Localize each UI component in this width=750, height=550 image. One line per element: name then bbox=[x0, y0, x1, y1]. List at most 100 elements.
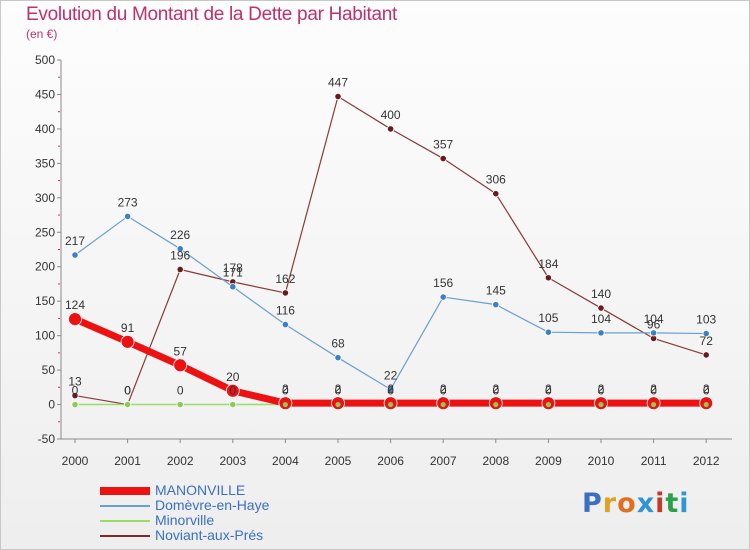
data-label: 2 bbox=[282, 382, 289, 396]
y-tick-label: 250 bbox=[35, 225, 55, 239]
data-label: 0 bbox=[492, 384, 499, 398]
data-point bbox=[386, 385, 395, 393]
x-tick-label: 2009 bbox=[535, 454, 562, 468]
data-point bbox=[492, 190, 500, 198]
x-tick-label: 2010 bbox=[588, 454, 615, 468]
data-point-overlay bbox=[651, 401, 657, 408]
data-label: 357 bbox=[433, 138, 453, 152]
data-point bbox=[71, 391, 79, 400]
logo-letter: t bbox=[665, 488, 680, 519]
data-point bbox=[281, 289, 289, 297]
data-label: 103 bbox=[696, 313, 716, 327]
data-label: 145 bbox=[486, 284, 506, 298]
data-label: 2 bbox=[598, 382, 605, 396]
data-point bbox=[334, 354, 342, 362]
data-label: 20 bbox=[226, 370, 240, 384]
data-label: 226 bbox=[170, 228, 190, 242]
data-label: 184 bbox=[538, 257, 558, 271]
legend-swatch bbox=[100, 534, 150, 537]
proxiti-logo: Proxiti bbox=[582, 488, 690, 519]
data-label: 2 bbox=[440, 382, 447, 396]
data-point-overlay bbox=[440, 401, 446, 408]
data-point bbox=[71, 251, 79, 259]
x-tick-label: 2008 bbox=[482, 454, 509, 468]
data-label: 0 bbox=[545, 384, 552, 398]
legend-label: MANONVILLE bbox=[155, 482, 246, 498]
data-label: 2 bbox=[492, 382, 499, 396]
data-point-overlay bbox=[703, 401, 709, 408]
data-label: 156 bbox=[433, 276, 453, 290]
data-label: 0 bbox=[703, 384, 710, 398]
data-label: 104 bbox=[644, 312, 664, 326]
x-tick-label: 2011 bbox=[641, 454, 667, 468]
logo-letter: o bbox=[617, 488, 637, 519]
data-point bbox=[281, 321, 289, 329]
x-tick-label: 2007 bbox=[430, 454, 457, 468]
data-point bbox=[124, 212, 132, 221]
legend-item: Domèvre-en-Haye bbox=[100, 498, 269, 513]
data-label: 2 bbox=[335, 382, 342, 396]
data-point bbox=[597, 329, 605, 337]
data-point bbox=[492, 301, 500, 309]
y-tick-label: 450 bbox=[35, 87, 55, 101]
data-label: 68 bbox=[331, 337, 345, 351]
data-point bbox=[176, 265, 184, 274]
data-point-overlay bbox=[388, 401, 394, 408]
series-points bbox=[68, 92, 714, 411]
y-tick-label: 50 bbox=[42, 363, 56, 377]
data-point-overlay bbox=[493, 401, 499, 408]
y-tick-label: 300 bbox=[35, 191, 55, 205]
legend-item: MANONVILLE bbox=[100, 483, 269, 498]
x-tick-label: 2004 bbox=[272, 454, 299, 468]
y-tick-label: -50 bbox=[38, 432, 56, 446]
y-tick-label: 200 bbox=[35, 260, 55, 274]
data-point bbox=[71, 400, 79, 409]
data-point bbox=[439, 154, 447, 163]
x-tick-label: 2000 bbox=[62, 454, 89, 468]
data-point bbox=[229, 283, 237, 291]
data-label: 104 bbox=[591, 312, 611, 326]
data-label: 0 bbox=[72, 384, 79, 398]
data-label: 13 bbox=[68, 375, 82, 389]
x-tick-label: 2012 bbox=[693, 454, 720, 468]
data-label: 162 bbox=[275, 272, 295, 286]
data-label: 2 bbox=[387, 382, 394, 396]
data-point bbox=[229, 400, 237, 409]
data-label: 0 bbox=[335, 384, 342, 398]
data-label: 178 bbox=[223, 261, 243, 275]
data-label: 96 bbox=[647, 317, 661, 331]
legend-item: Minorville bbox=[100, 513, 269, 528]
data-point bbox=[68, 312, 82, 326]
data-point-overlay bbox=[545, 401, 552, 408]
logo-letter: r bbox=[602, 488, 618, 519]
data-label: 217 bbox=[65, 234, 85, 248]
data-point bbox=[176, 400, 184, 409]
data-label: 0 bbox=[124, 384, 131, 398]
data-label: 2 bbox=[703, 382, 710, 396]
data-point bbox=[544, 274, 553, 282]
data-label: 0 bbox=[598, 384, 605, 398]
data-label: 0 bbox=[282, 384, 289, 398]
legend-swatch bbox=[100, 504, 150, 507]
y-tick-label: 500 bbox=[35, 53, 55, 67]
data-point bbox=[597, 304, 605, 312]
logo-letter: P bbox=[582, 488, 603, 519]
legend-swatch bbox=[100, 519, 150, 522]
x-tick-label: 2002 bbox=[167, 454, 194, 468]
data-label: 2 bbox=[545, 382, 552, 396]
data-label: 57 bbox=[174, 344, 188, 358]
data-label: 116 bbox=[276, 304, 295, 318]
data-point bbox=[176, 245, 184, 253]
data-point bbox=[334, 92, 342, 101]
data-point bbox=[124, 400, 132, 409]
data-point bbox=[702, 351, 710, 359]
data-point bbox=[649, 329, 658, 337]
data-label: 22 bbox=[384, 368, 398, 382]
data-point-overlay bbox=[335, 401, 341, 408]
data-point-overlay bbox=[282, 401, 288, 408]
data-label: 0 bbox=[650, 384, 657, 398]
